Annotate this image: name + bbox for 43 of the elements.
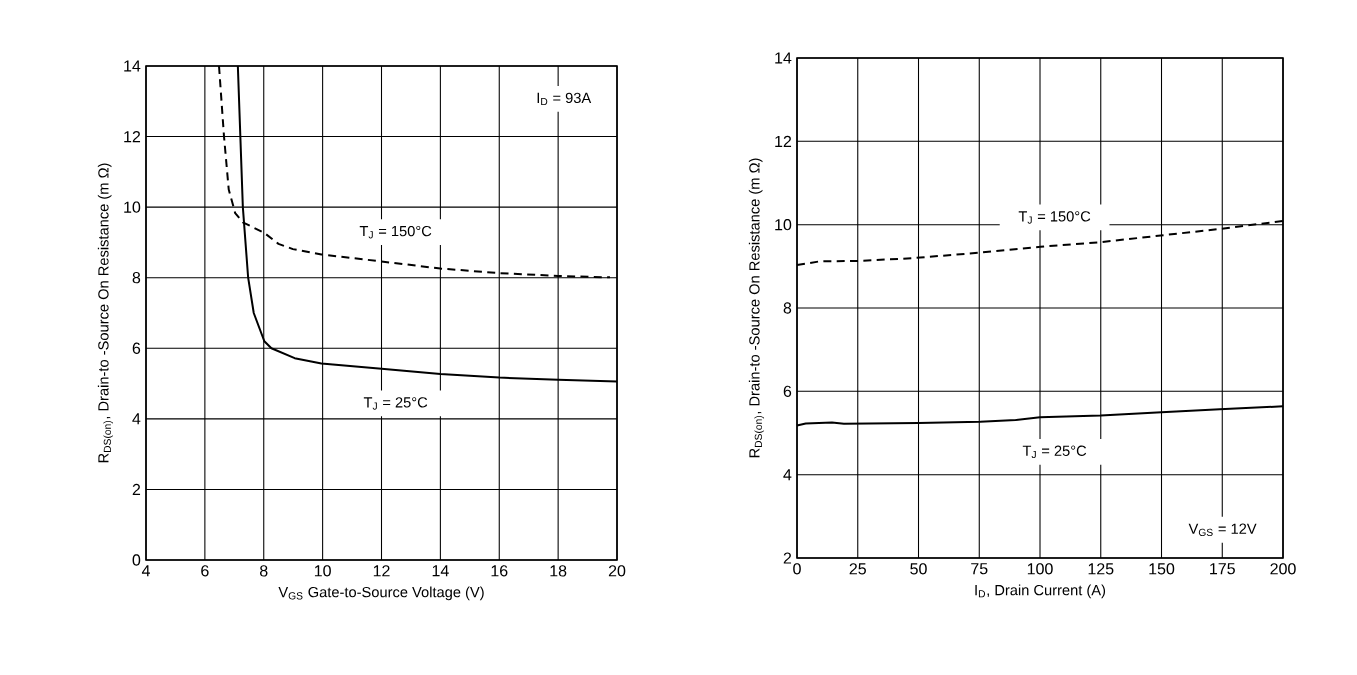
x-tick-label: 50 [910, 563, 927, 575]
y-tick-label: 14 [775, 52, 792, 64]
x-tick-label: 16 [491, 565, 508, 577]
series-label: T$_{J}$ = 25°C [1022, 445, 1087, 459]
y-tick-label: 12 [124, 130, 141, 143]
y-tick-label: 0 [132, 554, 141, 566]
x-tick-label: 4 [141, 565, 150, 577]
x-tick-label: 14 [432, 565, 449, 577]
x-axis-title: I$_{D}$, Drain Current (A) [975, 584, 1106, 599]
y-tick-label: 12 [775, 135, 792, 147]
x-tick-label: 25 [849, 563, 866, 575]
y-tick-label: 8 [132, 272, 141, 284]
x-tick-label: 175 [1210, 563, 1235, 575]
x-tick-label: 20 [608, 565, 626, 577]
series-label: T$_{J}$ = 150°C [359, 225, 432, 239]
y-tick-label: 8 [783, 302, 792, 314]
x-tick-label: 6 [201, 565, 209, 577]
x-tick-label: 0 [793, 563, 801, 575]
x-tick-label: 18 [550, 565, 567, 577]
y-axis-title: R$_{DS(on)}$, Drain-to -Source On Resistance (m Ω) [748, 158, 765, 458]
x-tick-label: 10 [314, 565, 331, 577]
x-tick-label: 12 [373, 565, 390, 577]
series-label: T$_{J}$ = 150°C [1018, 211, 1091, 224]
annotation: I$_{D}$ = 93A [537, 92, 592, 106]
y-tick-label: 4 [783, 469, 792, 481]
series-label: T$_{J}$ = 25°C [363, 397, 428, 410]
x-tick-label: 75 [971, 563, 988, 575]
y-tick-label: 2 [132, 483, 141, 496]
x-tick-label: 150 [1149, 563, 1175, 575]
y-axis-title: R$_{DS(on)}$, Drain-to -Source On Resistance (m Ω) [97, 163, 114, 463]
y-tick-label: 4 [132, 413, 141, 425]
x-tick-label: 125 [1088, 563, 1114, 575]
y-tick-label: 6 [783, 385, 792, 397]
y-tick-label: 10 [775, 219, 792, 231]
x-tick-label: 200 [1270, 563, 1296, 575]
x-tick-label: 8 [259, 565, 268, 577]
annotation: V$_{GS}$ = 12V [1188, 523, 1257, 537]
y-tick-label: 2 [783, 552, 792, 564]
x-tick-label: 100 [1027, 563, 1053, 575]
x-axis-title: V$_{GS}$ Gate-to-Source Voltage (V) [278, 586, 484, 601]
y-tick-label: 6 [132, 342, 141, 354]
y-tick-label: 10 [124, 201, 141, 213]
y-tick-label: 14 [124, 60, 141, 72]
